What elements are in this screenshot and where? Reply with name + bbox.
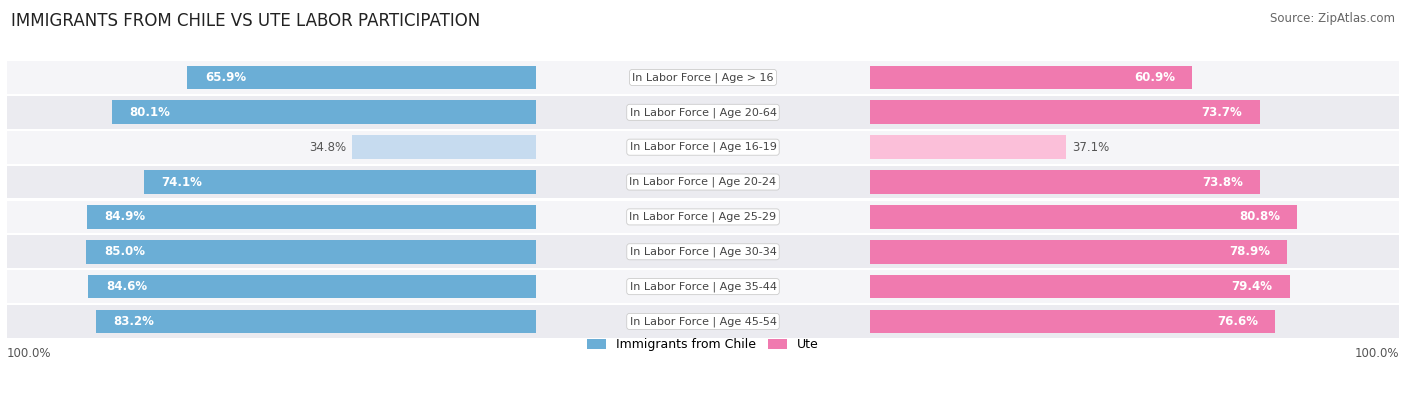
Text: 76.6%: 76.6% bbox=[1216, 315, 1258, 328]
Text: 100.0%: 100.0% bbox=[1354, 346, 1399, 359]
Bar bbox=[870, 310, 1275, 333]
Bar bbox=[187, 66, 536, 89]
Bar bbox=[7, 96, 1399, 129]
Text: 65.9%: 65.9% bbox=[205, 71, 246, 84]
Text: 80.8%: 80.8% bbox=[1239, 211, 1279, 224]
Text: In Labor Force | Age 20-64: In Labor Force | Age 20-64 bbox=[630, 107, 776, 118]
Bar bbox=[870, 135, 1066, 159]
Bar bbox=[352, 135, 536, 159]
Bar bbox=[7, 166, 1399, 198]
Text: 34.8%: 34.8% bbox=[309, 141, 346, 154]
Bar bbox=[143, 170, 536, 194]
Bar bbox=[87, 205, 536, 229]
Text: 78.9%: 78.9% bbox=[1229, 245, 1270, 258]
Text: In Labor Force | Age 20-24: In Labor Force | Age 20-24 bbox=[630, 177, 776, 187]
Text: 100.0%: 100.0% bbox=[7, 346, 52, 359]
Bar bbox=[7, 235, 1399, 268]
Bar bbox=[870, 275, 1291, 299]
Text: In Labor Force | Age 45-54: In Labor Force | Age 45-54 bbox=[630, 316, 776, 327]
Bar bbox=[7, 305, 1399, 338]
Text: 60.9%: 60.9% bbox=[1133, 71, 1175, 84]
Text: In Labor Force | Age 30-34: In Labor Force | Age 30-34 bbox=[630, 246, 776, 257]
Bar bbox=[7, 270, 1399, 303]
Bar bbox=[89, 275, 536, 299]
Bar bbox=[86, 240, 536, 263]
Bar bbox=[870, 100, 1260, 124]
Text: In Labor Force | Age 25-29: In Labor Force | Age 25-29 bbox=[630, 212, 776, 222]
Text: 80.1%: 80.1% bbox=[129, 106, 170, 119]
Text: 73.8%: 73.8% bbox=[1202, 175, 1243, 188]
Text: 74.1%: 74.1% bbox=[162, 175, 202, 188]
Bar bbox=[7, 61, 1399, 94]
Text: 83.2%: 83.2% bbox=[114, 315, 155, 328]
Text: In Labor Force | Age 35-44: In Labor Force | Age 35-44 bbox=[630, 281, 776, 292]
Bar bbox=[7, 201, 1399, 233]
Text: In Labor Force | Age 16-19: In Labor Force | Age 16-19 bbox=[630, 142, 776, 152]
Bar bbox=[870, 170, 1260, 194]
Legend: Immigrants from Chile, Ute: Immigrants from Chile, Ute bbox=[582, 333, 824, 356]
Bar bbox=[870, 205, 1298, 229]
Text: IMMIGRANTS FROM CHILE VS UTE LABOR PARTICIPATION: IMMIGRANTS FROM CHILE VS UTE LABOR PARTI… bbox=[11, 12, 481, 30]
Text: Source: ZipAtlas.com: Source: ZipAtlas.com bbox=[1270, 12, 1395, 25]
Bar bbox=[112, 100, 536, 124]
Bar bbox=[870, 240, 1288, 263]
Bar bbox=[7, 131, 1399, 164]
Text: 84.6%: 84.6% bbox=[105, 280, 148, 293]
Text: 85.0%: 85.0% bbox=[104, 245, 145, 258]
Text: 84.9%: 84.9% bbox=[104, 211, 145, 224]
Text: 79.4%: 79.4% bbox=[1232, 280, 1272, 293]
Text: 73.7%: 73.7% bbox=[1202, 106, 1243, 119]
Text: 37.1%: 37.1% bbox=[1071, 141, 1109, 154]
Bar bbox=[96, 310, 536, 333]
Text: In Labor Force | Age > 16: In Labor Force | Age > 16 bbox=[633, 72, 773, 83]
Bar bbox=[870, 66, 1192, 89]
